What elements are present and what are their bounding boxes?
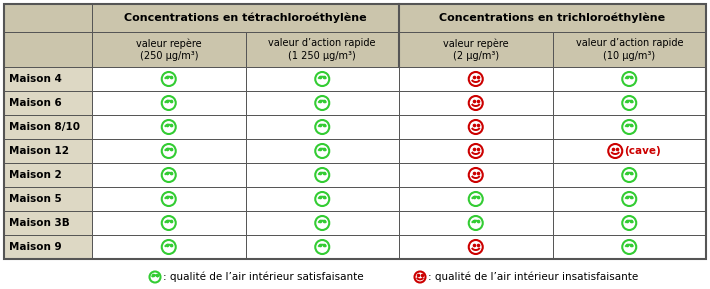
Text: Maison 2: Maison 2 (9, 170, 62, 180)
Bar (246, 32, 399, 67)
Text: valeur d’action rapide
(10 μg/m³): valeur d’action rapide (10 μg/m³) (576, 38, 683, 61)
Text: Maison 4: Maison 4 (9, 74, 62, 84)
Bar (4, 32, 92, 67)
Bar (4, 139, 92, 163)
Bar (4, 67, 92, 91)
Bar (552, 163, 706, 187)
Bar (399, 235, 552, 259)
Text: : qualité de l’air intérieur insatisfaisante: : qualité de l’air intérieur insatisfais… (428, 272, 638, 282)
Bar (552, 235, 706, 259)
Bar (399, 187, 552, 211)
Bar (246, 235, 399, 259)
Bar (92, 187, 246, 211)
Bar (92, 91, 246, 115)
Text: (cave): (cave) (624, 146, 661, 156)
Bar (4, 211, 92, 235)
Text: Maison 8/10: Maison 8/10 (9, 122, 80, 132)
Text: Concentrations en trichloroéthylène: Concentrations en trichloroéthylène (439, 13, 665, 23)
Bar (399, 32, 552, 67)
Bar (246, 115, 399, 139)
Bar (399, 91, 552, 115)
Text: valeur d’action rapide
(1 250 μg/m³): valeur d’action rapide (1 250 μg/m³) (268, 38, 376, 61)
Bar (4, 187, 92, 211)
Bar (399, 163, 552, 187)
Bar (4, 91, 92, 115)
Bar (4, 4, 92, 32)
Text: : qualité de l’air intérieur satisfaisante: : qualité de l’air intérieur satisfaisan… (163, 272, 364, 282)
Bar (92, 67, 246, 91)
Bar (552, 67, 706, 91)
Bar (399, 211, 552, 235)
Bar (399, 67, 552, 91)
Text: valeur repère
(2 μg/m³): valeur repère (2 μg/m³) (443, 38, 508, 61)
Bar (399, 115, 552, 139)
Bar (246, 211, 399, 235)
Bar (552, 211, 706, 235)
Bar (4, 163, 92, 187)
Bar (92, 235, 246, 259)
Text: Maison 3B: Maison 3B (9, 218, 70, 228)
Bar (552, 187, 706, 211)
Text: Maison 12: Maison 12 (9, 146, 69, 156)
Text: Concentrations en tétrachloroéthylène: Concentrations en tétrachloroéthylène (124, 13, 367, 23)
Text: Maison 5: Maison 5 (9, 194, 62, 204)
Bar (4, 235, 92, 259)
Bar (92, 211, 246, 235)
Bar (92, 163, 246, 187)
Bar (399, 139, 552, 163)
Bar (552, 91, 706, 115)
Bar (92, 139, 246, 163)
Bar (4, 4, 706, 259)
Bar (92, 32, 246, 67)
Bar (246, 67, 399, 91)
Text: valeur repère
(250 μg/m³): valeur repère (250 μg/m³) (136, 38, 202, 61)
Bar (399, 4, 706, 32)
Bar (552, 139, 706, 163)
Bar (246, 139, 399, 163)
Bar (92, 4, 399, 32)
Bar (552, 32, 706, 67)
Bar (246, 163, 399, 187)
Bar (246, 91, 399, 115)
Bar (552, 115, 706, 139)
Bar (4, 115, 92, 139)
Text: Maison 6: Maison 6 (9, 98, 62, 108)
Bar (246, 187, 399, 211)
Text: Maison 9: Maison 9 (9, 242, 62, 252)
Bar (92, 115, 246, 139)
